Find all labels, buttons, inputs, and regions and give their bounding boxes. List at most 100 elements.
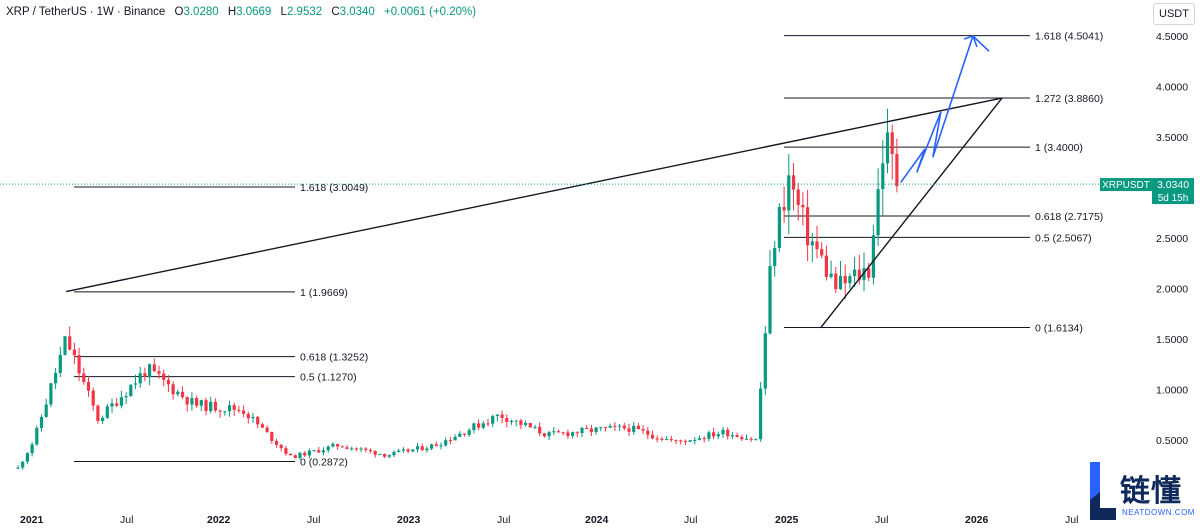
candle-body — [54, 373, 58, 384]
interval[interactable]: 1W — [96, 6, 114, 18]
candle-body — [580, 427, 584, 434]
candle-body — [556, 431, 561, 433]
symbol[interactable]: XRP — [6, 6, 30, 18]
fib-level-label: 0.5 (1.1270) — [300, 372, 357, 384]
exchange: Binance — [123, 6, 166, 18]
candle-body — [707, 432, 711, 439]
candle-body — [115, 403, 119, 406]
candle-body — [538, 426, 542, 434]
candle-body — [162, 373, 166, 380]
candle-body — [331, 444, 335, 447]
candle-body — [364, 448, 368, 450]
candle-body — [237, 409, 241, 411]
candle-body — [561, 432, 565, 434]
candle-body — [77, 355, 81, 374]
candle-body — [782, 207, 786, 211]
trend-lines — [66, 97, 1003, 329]
price-tag-symbol: XRPUSDT — [1102, 180, 1150, 191]
candle-body — [669, 439, 673, 441]
low-value: 2.9532 — [286, 6, 323, 18]
trend-line[interactable] — [819, 97, 1003, 329]
candle-body — [265, 427, 269, 432]
candle-body — [585, 427, 589, 429]
candle-body — [646, 430, 650, 435]
candle-body — [176, 391, 180, 395]
candle-body — [143, 373, 147, 377]
close-label: C — [331, 6, 340, 18]
candle-body — [514, 420, 518, 422]
candle-body — [632, 425, 636, 432]
candle-body — [665, 439, 669, 441]
legend-separator: / — [32, 6, 36, 18]
candle-body — [195, 398, 199, 406]
candle-body — [336, 444, 340, 447]
currency-button[interactable]: USDT — [1153, 3, 1195, 25]
candle-body — [119, 397, 123, 406]
candle-body — [242, 410, 246, 414]
candle-body — [810, 241, 814, 246]
candle-body — [735, 435, 739, 438]
candle-body — [439, 445, 443, 447]
neatdown-logo: 链懂 NEATDOWN.COM — [1088, 462, 1196, 524]
candle-body — [425, 448, 429, 451]
price-axis[interactable]: 4.50004.00003.50003.00002.50002.00001.50… — [1156, 31, 1188, 447]
candle-body — [505, 417, 509, 423]
candle-body — [627, 428, 631, 432]
candle-body — [49, 383, 53, 405]
candle-body — [603, 427, 608, 429]
candle-body — [82, 373, 86, 383]
y-tick-label: 4.5000 — [1156, 31, 1188, 43]
candle-body — [477, 423, 481, 428]
candle-body — [641, 429, 645, 431]
candle-body — [190, 398, 194, 405]
candle-body — [524, 423, 528, 426]
candle-body — [223, 411, 227, 413]
high-value: 3.0669 — [236, 6, 272, 18]
candle-body — [105, 406, 109, 418]
candle-body — [453, 436, 457, 441]
candle-body — [721, 429, 725, 435]
candle-body — [895, 153, 899, 187]
candle-body — [481, 423, 485, 428]
candle-body — [679, 440, 683, 442]
candle-body — [881, 163, 885, 190]
candle-body — [274, 440, 279, 445]
candle-body — [763, 333, 767, 389]
candle-body — [749, 438, 753, 440]
candle-body — [744, 438, 749, 440]
candle-body — [660, 438, 664, 440]
candle-body — [171, 384, 175, 395]
change-value: +0.0061 (+0.20%) — [384, 6, 477, 18]
fib-level-label: 0.618 (2.7175) — [1035, 211, 1103, 223]
x-tick-label: Jul — [1065, 514, 1078, 526]
x-tick-label: Jul — [120, 514, 133, 526]
time-axis[interactable]: 2021 Jul 2022 Jul 2023 Jul 2024 Jul 2025 Jul 2026 J… — [20, 514, 1078, 526]
fib-level-label: 1.618 (3.0049) — [300, 182, 368, 194]
fib-level-label: 0 (0.2872) — [300, 456, 348, 468]
fib-level-label: 1.618 (4.5041) — [1035, 31, 1103, 43]
y-tick-label: 1.0000 — [1156, 385, 1188, 397]
x-tick-label: 2026 — [965, 514, 989, 526]
candle-body — [618, 425, 622, 427]
trend-line[interactable] — [66, 97, 1003, 293]
fib-level-label: 1 (1.9669) — [300, 287, 348, 299]
candle-body — [199, 400, 203, 406]
x-tick-label: 2025 — [775, 514, 799, 526]
candle-body — [791, 175, 796, 190]
fibonacci-levels: 1.618 (3.0049) 1 (1.9669) 0.618 (1.3252) 0.… — [74, 31, 1103, 468]
candle-body — [796, 189, 800, 205]
candle-body — [716, 434, 720, 437]
candle-body — [467, 430, 471, 435]
price-tag: XRPUSDT 3.0340 5d 15h — [0, 178, 1194, 205]
candle-body — [152, 364, 156, 372]
candle-body — [21, 461, 25, 468]
fib-level-label: 1 (3.4000) — [1035, 142, 1083, 154]
low-label: L — [280, 6, 287, 18]
candle-body — [420, 446, 424, 451]
candle-body — [599, 427, 603, 429]
candle-body — [68, 336, 72, 350]
chart-legend: XRP / TetherUS · 1W · Binance O3.0280 H3.0669 … — [6, 6, 476, 18]
candle-body — [157, 371, 161, 374]
candle-body — [853, 269, 857, 277]
